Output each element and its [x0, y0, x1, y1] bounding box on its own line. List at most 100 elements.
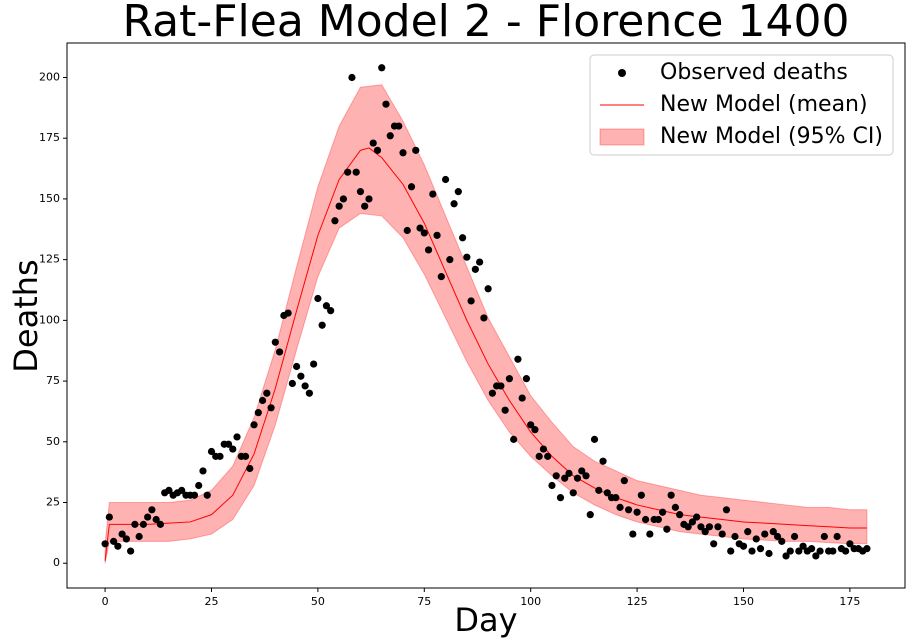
observed-point	[705, 523, 714, 531]
x-tick-label: 125	[627, 595, 648, 608]
observed-point	[731, 532, 739, 541]
observed-point	[361, 202, 369, 210]
legend-label: New Model (mean)	[660, 92, 868, 117]
observed-point	[335, 202, 343, 210]
observed-point	[476, 258, 484, 266]
legend-box	[589, 54, 894, 156]
observed-point	[288, 379, 296, 388]
observed-point	[407, 183, 416, 191]
observed-point	[518, 394, 526, 402]
observed-point	[275, 348, 284, 356]
x-tick-label: 50	[311, 595, 325, 608]
observed-point	[480, 314, 488, 322]
observed-point	[454, 188, 462, 196]
observed-point	[437, 273, 445, 281]
observed-point	[595, 486, 603, 494]
observed-point	[441, 175, 450, 184]
observed-point	[356, 188, 365, 196]
observed-point	[863, 545, 871, 553]
observed-point	[284, 309, 292, 317]
observed-point	[765, 549, 773, 558]
y-tick-label: 50	[46, 435, 60, 448]
observed-point	[365, 195, 373, 203]
observed-point	[693, 513, 701, 521]
observed-point	[569, 489, 577, 497]
observed-point	[471, 265, 479, 273]
observed-point	[246, 464, 254, 473]
observed-point	[420, 229, 428, 237]
observed-point	[122, 535, 130, 543]
observed-point	[467, 297, 475, 305]
observed-point	[348, 73, 356, 82]
observed-point	[527, 421, 535, 429]
observed-point	[156, 520, 165, 528]
observed-point	[701, 528, 709, 536]
observed-point	[752, 535, 760, 543]
observed-point	[127, 547, 135, 555]
observed-point	[416, 224, 424, 232]
observed-point	[497, 382, 505, 390]
observed-point	[101, 540, 109, 548]
observed-point	[148, 506, 156, 514]
observed-point	[144, 513, 152, 521]
observed-point	[778, 537, 786, 545]
observed-point	[646, 530, 654, 538]
observed-point	[203, 491, 211, 499]
observed-point	[697, 523, 705, 531]
observed-point	[829, 547, 837, 555]
x-tick-label: 175	[839, 595, 860, 608]
observed-point	[816, 547, 824, 555]
observed-point	[790, 532, 799, 541]
observed-point	[310, 360, 318, 368]
observed-point	[633, 508, 641, 516]
observed-point	[450, 200, 458, 208]
observed-point	[620, 477, 628, 485]
y-tick-label: 175	[39, 131, 60, 144]
observed-point	[799, 542, 807, 550]
observed-point	[786, 547, 794, 555]
observed-point	[671, 503, 679, 511]
observed-point	[637, 491, 645, 499]
observed-point	[267, 404, 275, 412]
observed-point	[548, 481, 556, 490]
observed-point	[110, 537, 118, 545]
observed-point	[556, 494, 565, 502]
observed-point	[505, 375, 514, 383]
y-tick-label: 75	[46, 374, 60, 387]
legend-label: Observed deaths	[660, 60, 848, 85]
observed-point	[654, 515, 662, 524]
observed-point	[118, 530, 126, 538]
observed-point	[378, 64, 386, 72]
observed-point	[165, 486, 173, 494]
observed-point	[352, 168, 360, 176]
observed-point	[531, 426, 539, 434]
observed-point	[773, 532, 782, 541]
observed-point	[710, 540, 718, 548]
observed-point	[590, 435, 599, 443]
observed-point	[544, 452, 552, 460]
observed-point	[663, 525, 671, 533]
observed-point	[833, 532, 841, 541]
observed-point	[820, 532, 828, 541]
legend: Observed deaths New Model (mean) New Model…	[589, 54, 894, 156]
observed-point	[676, 511, 684, 519]
observed-point	[552, 472, 560, 480]
observed-point	[216, 452, 224, 460]
plot-frame	[66, 42, 906, 589]
observed-point	[403, 226, 411, 235]
observed-point	[561, 474, 569, 482]
x-axis-label: Day	[454, 601, 517, 639]
observed-point	[314, 294, 322, 303]
observed-point	[271, 338, 279, 346]
observed-point	[807, 545, 816, 553]
observed-point	[105, 513, 113, 521]
observed-point	[842, 547, 850, 555]
observed-point	[386, 132, 394, 140]
observed-point	[135, 532, 143, 541]
observed-point	[254, 409, 262, 417]
observed-point	[659, 508, 667, 516]
y-tick-label: 200	[39, 70, 60, 83]
observed-point	[263, 389, 271, 397]
observed-point	[539, 445, 548, 453]
